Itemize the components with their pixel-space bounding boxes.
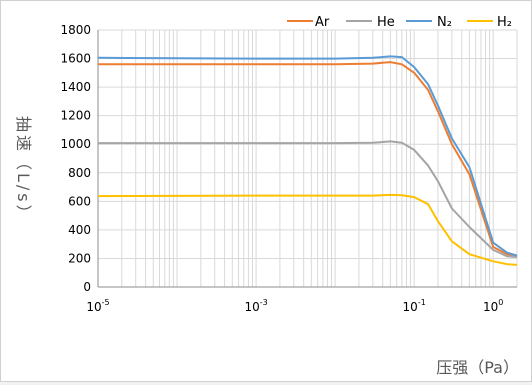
series-lines — [97, 55, 518, 266]
x-tick-label: 10-3 — [244, 298, 267, 314]
series-line — [97, 193, 518, 266]
y-tick-label: 0 — [83, 280, 91, 294]
legend-label: N₂ — [437, 15, 452, 30]
axis-labels: 抽速（L/s） 压强（Pa） — [14, 116, 519, 377]
series-line — [98, 140, 518, 258]
legend-label: Ar — [315, 15, 330, 30]
y-tick-label: 400 — [68, 223, 91, 237]
grid-lines — [98, 29, 518, 287]
y-tick-label: 800 — [68, 166, 91, 180]
legend-label: H₂ — [497, 15, 512, 30]
x-tick-label: 10-5 — [86, 298, 109, 314]
series-line — [98, 61, 518, 258]
y-tick-label: 200 — [68, 251, 91, 265]
x-tick-label: 100 — [483, 298, 503, 314]
y-tick-label: 1200 — [60, 109, 91, 123]
y-tick-label: 1400 — [60, 80, 91, 94]
legend-label: He — [377, 15, 395, 30]
axes: 0 200 400 600 800 1000 1200 1400 1600 1800 10-5 10-… — [60, 23, 517, 314]
y-tick-label: 600 — [68, 194, 91, 208]
y-tick-label: 1600 — [60, 52, 91, 66]
y-tick-label: 1800 — [60, 23, 91, 37]
x-axis-title: 压强（Pa） — [436, 358, 519, 377]
legend: Ar He N₂ H₂ — [287, 15, 512, 30]
x-tick-label: 10-1 — [403, 298, 426, 314]
y-tick-label: 1000 — [60, 137, 91, 151]
series-line — [97, 55, 518, 257]
y-axis-title: 抽速（L/s） — [14, 116, 33, 224]
